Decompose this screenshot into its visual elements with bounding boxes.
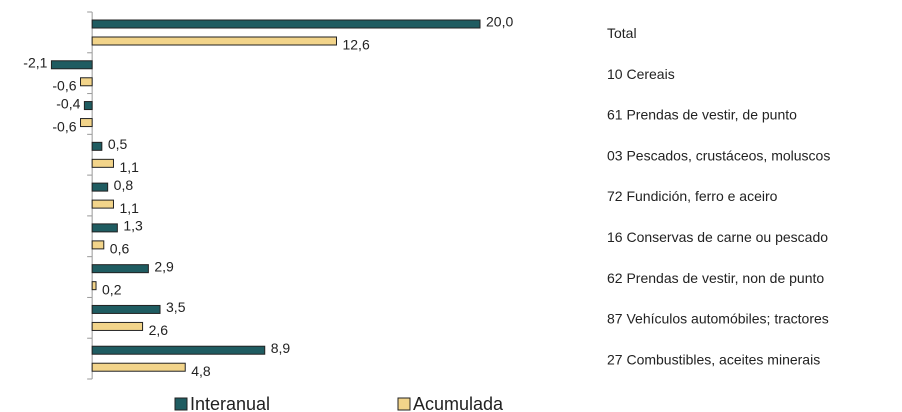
- category-label: Total: [607, 25, 637, 41]
- value-label: 1,1: [119, 200, 139, 216]
- value-label: -2,1: [23, 54, 47, 70]
- value-label: -0,6: [52, 118, 76, 134]
- legend-label: Interanual: [190, 394, 270, 412]
- bar: [91, 304, 161, 314]
- category-label: 16 Conservas de carne ou pescado: [607, 229, 828, 245]
- value-label: 0,8: [114, 177, 134, 193]
- bar: [83, 101, 93, 111]
- bar: [80, 77, 93, 87]
- bar: [91, 281, 97, 291]
- bar: [91, 362, 186, 372]
- bar: [91, 199, 114, 209]
- legend-swatch: [174, 397, 188, 411]
- value-label: -0,4: [56, 95, 80, 111]
- bar: [91, 19, 481, 29]
- category-label: 10 Cereais: [607, 66, 675, 82]
- bar: [91, 158, 114, 168]
- category-label: 27 Combustibles, aceites minerais: [607, 351, 820, 367]
- bar: [50, 60, 93, 70]
- category-label: 03 Pescados, crustáceos, moluscos: [607, 147, 830, 163]
- value-label: -0,6: [52, 77, 76, 93]
- bar: [80, 118, 93, 128]
- bar: [91, 264, 149, 274]
- bar: [91, 240, 105, 250]
- value-label: 0,5: [108, 136, 128, 152]
- category-label: 87 Vehículos automóbiles; tractores: [607, 311, 829, 327]
- value-label: 3,5: [166, 299, 186, 315]
- category-label: 72 Fundición, ferro e aceiro: [607, 188, 778, 204]
- value-label: 2,6: [149, 322, 169, 338]
- value-label: 8,9: [271, 340, 291, 356]
- value-label: 1,1: [119, 159, 139, 175]
- bar: [91, 321, 144, 331]
- value-label: 0,2: [102, 281, 122, 297]
- category-label: 62 Prendas de vestir, non de punto: [607, 270, 824, 286]
- bar: [91, 345, 266, 355]
- value-label: 0,6: [110, 241, 130, 257]
- value-label: 20,0: [486, 14, 513, 30]
- bar: [91, 36, 337, 46]
- value-label: 4,8: [191, 363, 211, 379]
- bar: [91, 182, 109, 192]
- value-label: 1,3: [123, 218, 143, 234]
- legend-swatch: [397, 397, 411, 411]
- value-label: 12,6: [342, 37, 369, 53]
- value-label: 2,9: [154, 258, 174, 274]
- bar: [91, 223, 118, 233]
- category-label: 61 Prendas de vestir, de punto: [607, 107, 797, 123]
- legend-label: Acumulada: [413, 394, 504, 412]
- bar: [91, 141, 103, 151]
